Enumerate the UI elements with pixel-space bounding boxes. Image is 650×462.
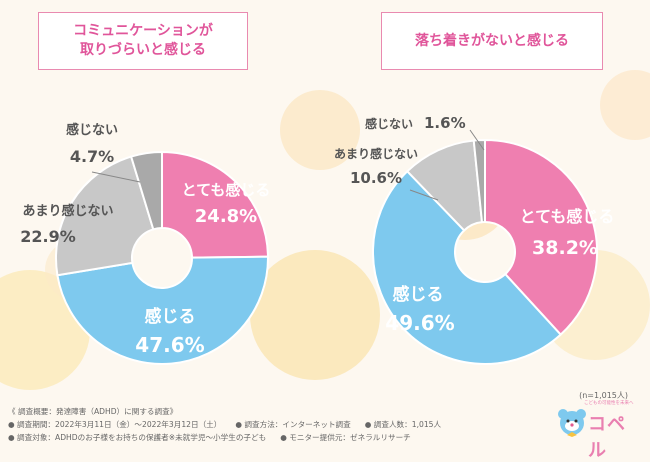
chart1-value-3: 4.7% bbox=[70, 147, 114, 166]
chart2-label-2: あまり感じない bbox=[334, 146, 418, 161]
footer-count: ● 調査人数：1,015人 bbox=[364, 420, 442, 429]
bg-bubble bbox=[600, 70, 650, 140]
chart1-slice-1 bbox=[56, 255, 269, 365]
chart1-value-2: 22.9% bbox=[20, 227, 76, 246]
chart1-slice-3 bbox=[129, 150, 163, 231]
chart2-label-0: とても感じる bbox=[520, 207, 615, 226]
chart2-slice-0 bbox=[484, 138, 598, 337]
chart2-label-3: 感じない bbox=[365, 116, 413, 131]
chart2-label-1: 感じる bbox=[393, 284, 444, 305]
chart2-value-3: 1.6% bbox=[424, 114, 466, 132]
chart2-slice-1 bbox=[372, 169, 563, 365]
chart1-label-2: あまり感じない bbox=[22, 203, 113, 219]
logo-name: コペル bbox=[588, 414, 626, 461]
chart2-leader-2 bbox=[409, 189, 439, 201]
chart1-slice-0 bbox=[161, 150, 270, 259]
chart1-slice-2 bbox=[55, 155, 155, 277]
copel-logo: こどもの可能性を未来へ コペル bbox=[554, 398, 642, 461]
chart2-title-box: 落ち着きがないと感じる bbox=[381, 12, 603, 70]
sample-size-note: (n=1,015人) bbox=[579, 391, 628, 400]
footer-period: ● 調査期間：2022年3月11日（金）〜2022年3月12日（土） bbox=[8, 420, 222, 429]
chart2-title: 落ち着きがないと感じる bbox=[415, 32, 569, 49]
chart1-value-1: 47.6% bbox=[135, 333, 204, 357]
chart2-value-2: 10.6% bbox=[350, 169, 402, 187]
donut-charts: とても感じる 24.8% 感じる 47.6% あまり感じない 22.9% 感じない 4.7% と… bbox=[20, 114, 615, 365]
footer-heading: 《 調査概要：発達障害（ADHD）に関する調査》 bbox=[8, 407, 178, 416]
chart2-leader-3 bbox=[469, 129, 485, 151]
chart1-title: コミュニケーションが 取りづらいと感じる bbox=[73, 23, 213, 58]
chart1-label-3: 感じない bbox=[66, 122, 118, 138]
chart1-title-box: コミュニケーションが 取りづらいと感じる bbox=[38, 12, 248, 70]
logo-tagline: こどもの可能性を未来へ bbox=[584, 401, 634, 406]
chart1-leader-3 bbox=[91, 171, 141, 183]
bg-bubble bbox=[280, 90, 360, 170]
survey-footer: 《 調査概要：発達障害（ADHD）に関する調査》 ● 調査期間：2022年3月1… bbox=[8, 405, 441, 444]
chart1-label-0: とても感じる bbox=[182, 181, 271, 199]
footer-provider: ● モニター提供元：ゼネラルリサーチ bbox=[280, 433, 411, 442]
footer-target: ● 調査対象：ADHDのお子様をお持ちの保護者※未就学児〜小学生の子ども bbox=[8, 433, 267, 442]
chart2-value-0: 38.2% bbox=[532, 237, 598, 259]
chart1-value-0: 24.8% bbox=[195, 206, 257, 227]
bear-mascot-icon bbox=[558, 409, 586, 437]
footer-method: ● 調査方法：インターネット調査 bbox=[235, 420, 351, 429]
chart1-label-1: 感じる bbox=[145, 306, 196, 327]
chart2-value-1: 49.6% bbox=[385, 311, 454, 335]
bg-bubble bbox=[250, 250, 380, 380]
